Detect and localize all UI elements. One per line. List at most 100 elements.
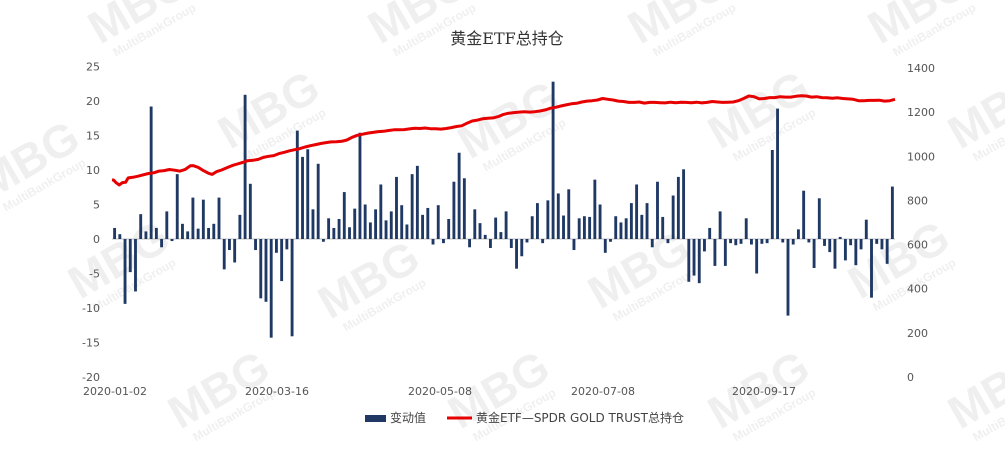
bar [144, 231, 148, 239]
bar [650, 239, 654, 248]
bar [452, 181, 456, 239]
bar [269, 239, 273, 338]
bar-series [113, 81, 894, 338]
bar [311, 209, 315, 239]
bar [525, 239, 529, 243]
bar [593, 179, 597, 239]
bar [609, 239, 612, 242]
x-axis: 2020-01-02 2020-03-16 2020-05-08 2020-07-08… [83, 238, 895, 398]
bar [212, 223, 216, 239]
bar [384, 220, 388, 239]
bar [791, 239, 795, 245]
bar [118, 234, 122, 239]
bar [306, 149, 310, 239]
bar [389, 211, 393, 239]
bar [598, 204, 602, 239]
bar [723, 239, 727, 266]
bar [765, 239, 769, 244]
bar [682, 169, 686, 239]
bar [509, 239, 513, 248]
bar [582, 216, 586, 239]
bar [228, 239, 231, 251]
bar [321, 239, 325, 242]
bar [442, 239, 445, 244]
bar [535, 203, 539, 239]
bar [556, 193, 560, 239]
bar [285, 239, 289, 250]
bar [353, 208, 357, 239]
bar [739, 239, 743, 244]
left-tick-label: 20 [86, 95, 100, 108]
bar [243, 94, 247, 239]
bar [123, 239, 127, 304]
bar [833, 239, 837, 269]
bar [567, 189, 571, 239]
bar [154, 227, 158, 239]
bar [363, 204, 367, 239]
bar [489, 239, 492, 248]
bar [854, 239, 858, 266]
bar [687, 239, 691, 282]
bar [802, 190, 806, 239]
bar [713, 239, 717, 266]
bar [870, 239, 873, 298]
right-tick-label: 1400 [907, 62, 935, 75]
bar [348, 227, 351, 239]
bar [342, 192, 346, 239]
bar [796, 229, 800, 239]
chart-title: 黄金ETF总持仓 [450, 29, 563, 48]
bar [770, 149, 774, 239]
bar [504, 211, 508, 239]
bar [134, 239, 137, 292]
right-tick-label: 0 [907, 371, 914, 384]
right-axis: 1400 1200 1000 800 600 400 200 0 [907, 62, 935, 384]
bar [671, 195, 675, 239]
left-tick-label: 15 [86, 130, 100, 143]
x-tick-label: 2020-07-08 [571, 385, 635, 398]
bar [160, 239, 164, 248]
bar [760, 239, 764, 244]
left-tick-label: 5 [93, 199, 100, 212]
bar [577, 218, 581, 239]
bar [316, 163, 320, 239]
bar [734, 239, 738, 246]
x-tick-label: 2020-05-08 [408, 385, 472, 398]
bar [807, 239, 811, 243]
bar [301, 156, 304, 239]
bar [744, 218, 748, 239]
right-tick-label: 1000 [907, 150, 935, 163]
bar [562, 215, 565, 239]
right-tick-label: 600 [907, 239, 928, 252]
bar [692, 239, 696, 276]
bar [885, 239, 889, 264]
bar [629, 203, 633, 239]
bar [457, 152, 461, 239]
bar [332, 227, 336, 239]
bar [572, 239, 576, 251]
bar [186, 231, 190, 239]
left-tick-label: -20 [82, 371, 100, 384]
bar [812, 239, 816, 268]
bar [447, 218, 451, 239]
bar [551, 81, 555, 240]
bar [379, 184, 383, 239]
bar [410, 174, 414, 239]
bar [113, 227, 117, 239]
bar [175, 174, 179, 239]
bar [530, 216, 534, 239]
bar [838, 236, 842, 239]
bar [196, 228, 200, 239]
bar [755, 239, 759, 274]
bar [233, 239, 237, 263]
bar [254, 239, 257, 251]
bar [248, 183, 252, 239]
